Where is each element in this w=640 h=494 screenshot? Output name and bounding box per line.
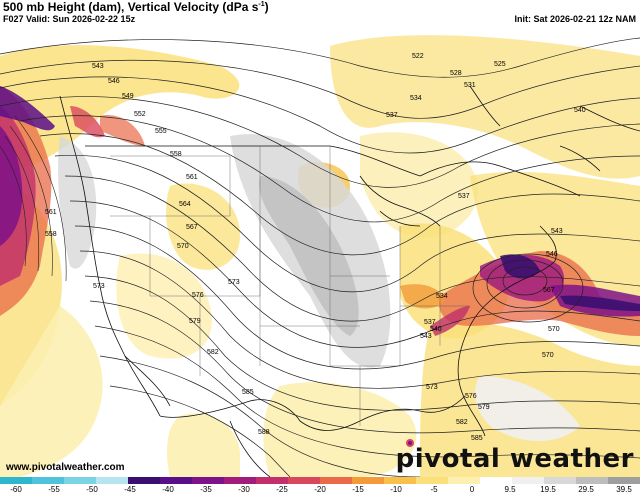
colorbar-tick-label: -30 — [238, 485, 250, 494]
map-title: 500 mb Height (dam), Vertical Velocity (… — [3, 0, 269, 14]
colorbar-swatch — [224, 477, 257, 484]
contour-label: 552 — [134, 111, 146, 118]
colorbar-swatch — [544, 477, 577, 484]
contour-label: 543 — [551, 228, 563, 235]
colorbar-swatch — [288, 477, 321, 484]
contour-label: 546 — [546, 251, 558, 258]
colorbar-tick-label: -45 — [124, 485, 136, 494]
contour-label: 543 — [420, 333, 432, 340]
colorbar: -60 -55 -50 -45 -40 -35 -30 -25 -20 -15 -10 -5 0 9.5 1… — [0, 477, 640, 494]
contour-label: 567 — [543, 287, 555, 294]
colorbar-swatch — [512, 477, 545, 484]
contour-label: 549 — [122, 93, 134, 100]
colorbar-tick-label: -10 — [390, 485, 402, 494]
colorbar-tick-label: -35 — [200, 485, 212, 494]
state-borders — [110, 146, 470, 426]
contour-label: 576 — [465, 393, 477, 400]
contour-label: 540 — [574, 107, 586, 114]
contour-label: 573 — [426, 384, 438, 391]
colorbar-swatch — [0, 477, 33, 484]
contour-label: 537 — [458, 193, 470, 200]
northeast-strong-lift — [400, 251, 640, 447]
contour-label: 528 — [450, 70, 462, 77]
colorbar-tick-label: 39.5 — [616, 485, 632, 494]
colorbar-swatch — [128, 477, 161, 484]
contour-label: 531 — [464, 82, 476, 89]
contour-label: 561 — [45, 209, 57, 216]
colorbar-swatch — [448, 477, 481, 484]
contour-label: 558 — [45, 231, 57, 238]
contour-label: 579 — [478, 404, 490, 411]
contour-label: 546 — [108, 78, 120, 85]
header: 500 mb Height (dam), Vertical Velocity (… — [0, 0, 640, 26]
colorbar-swatch — [96, 477, 129, 484]
colorbar-swatch — [192, 477, 225, 484]
colorbar-swatch — [160, 477, 193, 484]
colorbar-swatch — [480, 477, 513, 484]
colorbar-tick-label: -40 — [162, 485, 174, 494]
colorbar-tick-label: -20 — [314, 485, 326, 494]
contour-label: 525 — [494, 61, 506, 68]
brand-logo: pivotal weather — [395, 444, 634, 474]
site-url: www.pivotalweather.com — [6, 462, 125, 473]
colorbar-tick-label: -5 — [430, 485, 438, 494]
colorbar-tick-label: -15 — [352, 485, 364, 494]
contour-label: 561 — [186, 174, 198, 181]
colorbar-tick-label: 29.5 — [578, 485, 594, 494]
contour-label: 588 — [258, 429, 270, 436]
subsidence-field — [58, 134, 580, 441]
colorbar-tick-label: 9.5 — [504, 485, 516, 494]
height-contours — [0, 37, 640, 477]
valid-time: F027 Valid: Sun 2026-02-22 15z — [3, 14, 136, 24]
geography-lines — [59, 85, 640, 477]
contour-labels: 543 546 549 552 555 558 561 564 567 570 … — [45, 53, 586, 442]
contour-label: 576 — [192, 292, 204, 299]
contour-label: 558 — [170, 151, 182, 158]
contour-label: 585 — [471, 435, 483, 442]
colorbar-swatch — [384, 477, 417, 484]
contour-label: 564 — [179, 201, 191, 208]
colorbar-tick-label: -55 — [48, 485, 60, 494]
map-panel: 543 546 549 552 555 558 561 564 567 570 … — [0, 26, 640, 477]
contour-label: 579 — [189, 318, 201, 325]
colorbar-swatch — [576, 477, 609, 484]
colorbar-tick-label: 0 — [469, 485, 475, 494]
colorbar-tick-label: -60 — [10, 485, 22, 494]
contour-label: 582 — [207, 349, 219, 356]
contour-label: 534 — [436, 293, 448, 300]
colorbar-swatch — [256, 477, 289, 484]
contour-label: 570 — [548, 326, 560, 333]
colorbar-swatch — [64, 477, 97, 484]
colorbar-tick-label: -50 — [86, 485, 98, 494]
contour-label: 522 — [412, 53, 424, 60]
contour-label: 582 — [456, 419, 468, 426]
contour-label: 585 — [242, 389, 254, 396]
colorbar-swatch — [320, 477, 353, 484]
colorbar-swatch — [352, 477, 385, 484]
low-contours — [472, 253, 584, 323]
contour-label: 555 — [155, 128, 167, 135]
contour-label: 534 — [410, 95, 422, 102]
contour-label: 543 — [92, 63, 104, 70]
colorbar-swatch — [32, 477, 65, 484]
contour-label: 567 — [186, 224, 198, 231]
contour-label: 573 — [228, 279, 240, 286]
contour-label: 573 — [93, 283, 105, 290]
contour-label: 540 — [430, 326, 442, 333]
west-coast-contours — [0, 115, 67, 282]
contour-label: 537 — [424, 319, 436, 326]
contour-label: 570 — [177, 243, 189, 250]
colorbar-tick-label: 19.5 — [540, 485, 556, 494]
contour-label: 537 — [386, 112, 398, 119]
init-time: Init: Sat 2026-02-21 12z NAM — [514, 14, 636, 24]
contour-label: 570 — [542, 352, 554, 359]
weather-map: 543 546 549 552 555 558 561 564 567 570 … — [0, 26, 640, 477]
colorbar-swatch — [608, 477, 640, 484]
colorbar-tick-label: -25 — [276, 485, 288, 494]
colorbar-swatch — [416, 477, 449, 484]
